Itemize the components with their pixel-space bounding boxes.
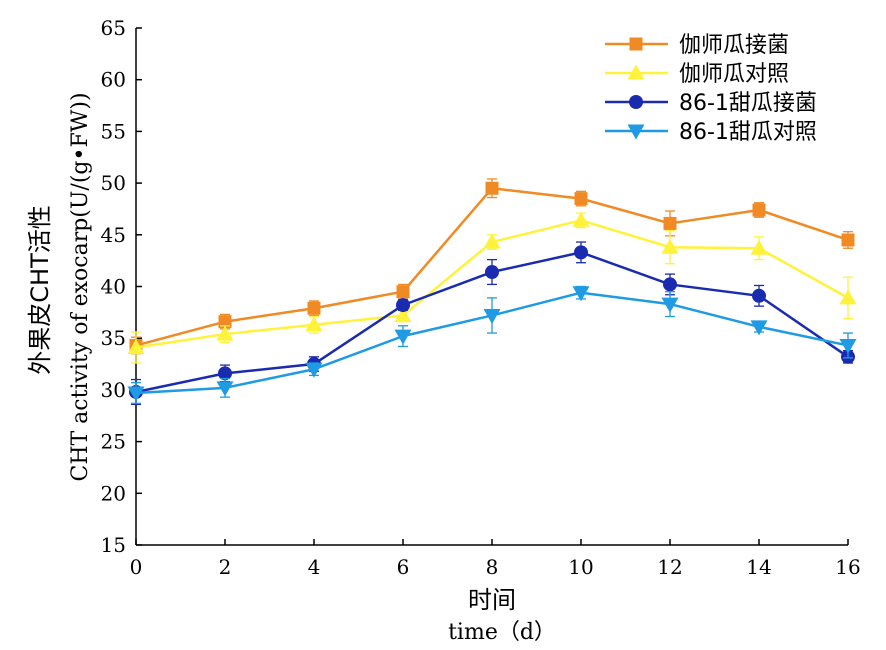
data-point xyxy=(839,338,857,354)
data-point xyxy=(394,329,412,345)
data-point xyxy=(663,216,677,230)
y-tick-label: 65 xyxy=(101,16,126,40)
y-axis-label-cn: 外果皮CHT活性 xyxy=(26,205,54,374)
x-tick-label: 2 xyxy=(219,555,232,579)
series xyxy=(127,178,857,406)
x-tick-label: 12 xyxy=(657,555,682,579)
y-ticks: 15 20 25 30 35 40 45 50 55 60 65 xyxy=(101,16,142,557)
data-point xyxy=(216,381,234,397)
y-tick-label: 60 xyxy=(101,68,126,92)
y-tick-label: 55 xyxy=(101,119,126,143)
x-tick-label: 8 xyxy=(486,555,499,579)
data-point xyxy=(574,192,588,206)
data-point xyxy=(396,285,410,299)
y-tick-label: 30 xyxy=(101,378,126,402)
y-tick-label: 20 xyxy=(101,481,126,505)
data-point xyxy=(396,298,410,313)
data-point xyxy=(483,233,501,249)
y-tick-label: 40 xyxy=(101,275,126,299)
data-point xyxy=(661,297,679,313)
data-point xyxy=(483,308,501,324)
x-ticks: 0 2 4 6 8 10 12 14 16 xyxy=(130,539,861,579)
legend-entry: 86-1甜瓜接菌 xyxy=(605,91,817,116)
legend-entry: 86-1甜瓜对照 xyxy=(605,120,817,145)
data-point xyxy=(216,325,234,341)
x-tick-label: 6 xyxy=(397,555,410,579)
data-point xyxy=(127,339,145,355)
legend-marker xyxy=(627,124,645,140)
x-tick-label: 4 xyxy=(308,555,321,579)
data-point xyxy=(218,366,232,381)
legend-label: 86-1甜瓜接菌 xyxy=(679,91,817,116)
x-axis-label-en: time（d） xyxy=(448,620,556,645)
x-axis-label-cn: 时间 xyxy=(468,586,516,614)
data-point xyxy=(661,238,679,254)
data-point xyxy=(127,386,145,402)
series-3 xyxy=(127,285,857,404)
series-1 xyxy=(127,211,857,364)
x-tick-label: 14 xyxy=(746,555,771,579)
data-point xyxy=(839,289,857,305)
data-point xyxy=(485,181,499,195)
legend-marker xyxy=(629,37,643,51)
data-point xyxy=(307,301,321,315)
legend-entry: 伽师瓜接菌 xyxy=(605,33,789,58)
x-tick-label: 0 xyxy=(130,555,143,579)
data-point xyxy=(394,306,412,322)
legend-label: 伽师瓜对照 xyxy=(679,62,789,87)
data-point xyxy=(750,320,768,336)
x-tick-label: 16 xyxy=(835,555,860,579)
y-tick-label: 45 xyxy=(101,223,126,247)
data-point xyxy=(485,265,499,280)
x-tick-label: 10 xyxy=(568,555,593,579)
data-point xyxy=(663,277,677,292)
y-tick-label: 50 xyxy=(101,171,126,195)
y-tick-label: 35 xyxy=(101,326,126,350)
data-point xyxy=(305,362,323,378)
data-point xyxy=(752,288,766,303)
data-point xyxy=(572,211,590,227)
y-axis-label-en: CHT activity of exocarp(U/(g•FW)) xyxy=(68,92,93,481)
legend-marker xyxy=(627,64,645,80)
data-point xyxy=(752,203,766,217)
data-point xyxy=(305,316,323,332)
legend-label: 伽师瓜接菌 xyxy=(679,33,789,58)
y-tick-label: 15 xyxy=(101,533,126,557)
data-point xyxy=(572,286,590,302)
data-point xyxy=(218,315,232,329)
data-point xyxy=(841,233,855,247)
legend-entry: 伽师瓜对照 xyxy=(605,62,789,87)
y-tick-label: 25 xyxy=(101,430,126,454)
data-point xyxy=(750,239,768,255)
legend-label: 86-1甜瓜对照 xyxy=(679,120,817,145)
data-point xyxy=(574,245,588,260)
legend-marker xyxy=(629,95,643,109)
